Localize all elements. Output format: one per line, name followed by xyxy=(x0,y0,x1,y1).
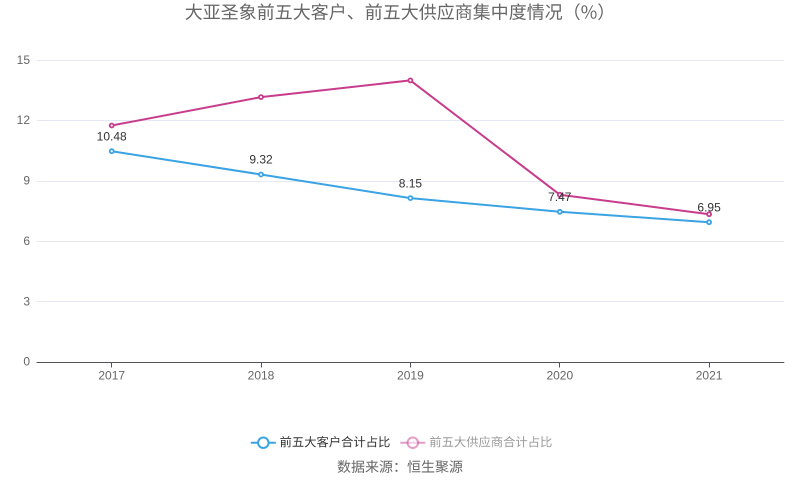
svg-text:0: 0 xyxy=(23,355,30,369)
svg-text:3: 3 xyxy=(23,294,30,308)
svg-text:10.48: 10.48 xyxy=(97,129,127,143)
svg-text:2019: 2019 xyxy=(397,368,424,382)
svg-text:2017: 2017 xyxy=(98,368,125,382)
svg-text:8.15: 8.15 xyxy=(399,176,423,190)
svg-text:6: 6 xyxy=(23,234,30,248)
svg-text:7.47: 7.47 xyxy=(548,190,572,204)
svg-text:9: 9 xyxy=(23,174,30,188)
svg-text:9.32: 9.32 xyxy=(249,153,273,167)
svg-text:2020: 2020 xyxy=(546,368,573,382)
svg-text:12: 12 xyxy=(17,113,31,127)
svg-text:2018: 2018 xyxy=(248,368,275,382)
svg-text:2021: 2021 xyxy=(696,368,723,382)
svg-text:6.95: 6.95 xyxy=(697,200,721,214)
svg-text:15: 15 xyxy=(17,53,31,67)
